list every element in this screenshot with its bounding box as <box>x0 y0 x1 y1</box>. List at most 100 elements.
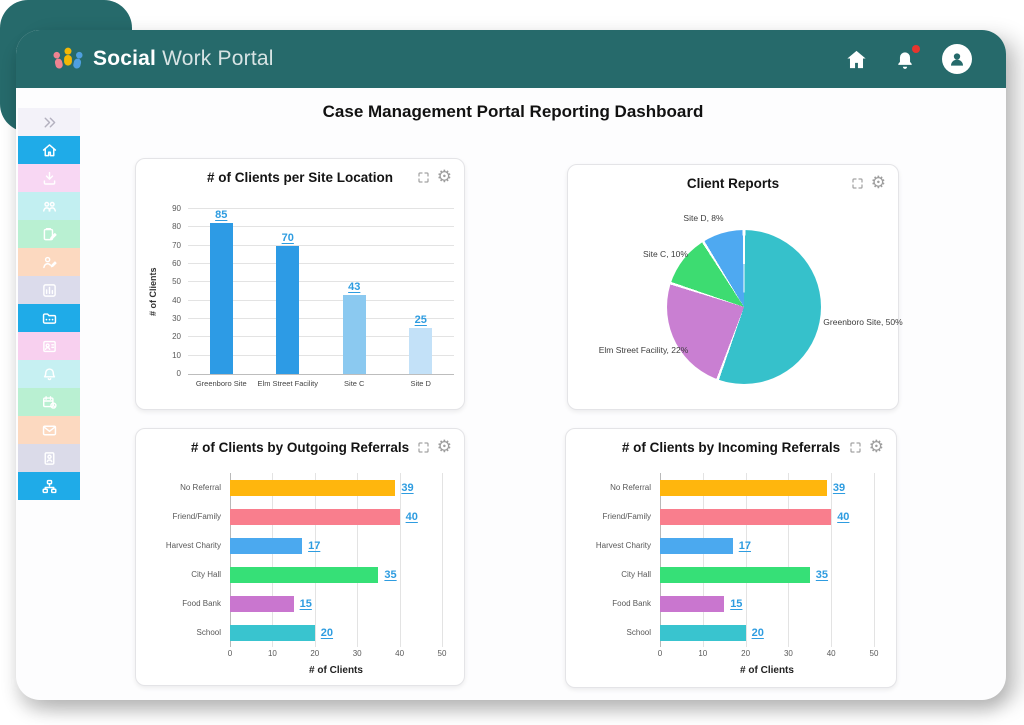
bar-school <box>230 624 315 641</box>
bar-food-bank <box>660 595 725 612</box>
x-label-site-d: Site D <box>410 379 431 388</box>
bar-city-hall <box>230 566 379 583</box>
users-icon <box>42 201 56 212</box>
window-body: Case Management Portal Reporting Dashboa… <box>16 88 1006 688</box>
sidebar-item-downloads[interactable] <box>18 164 80 192</box>
sidebar-item-notifications[interactable] <box>18 360 80 388</box>
value-label[interactable]: 25 <box>414 314 427 327</box>
bar-chart-icon <box>42 283 56 297</box>
sidebar-item-appointments[interactable] <box>18 388 80 416</box>
sidebar-item-contacts[interactable] <box>18 332 80 360</box>
app-window: Social Work Portal Case Management Porta… <box>16 30 1006 700</box>
sidebar-item-case-files[interactable] <box>18 304 80 332</box>
card-client-reports: Client Reports ⚙ Greenboro Site, 50% Elm … <box>567 164 903 410</box>
pie-chart <box>667 230 821 384</box>
expand-icon[interactable] <box>848 440 863 455</box>
bar-column-site-c: 43 <box>321 209 388 374</box>
gear-icon[interactable]: ⚙ <box>436 167 452 187</box>
bell-icon[interactable] <box>894 44 920 71</box>
clipboard-edit-icon <box>43 227 57 240</box>
value-label[interactable]: 39 <box>832 481 846 494</box>
dashboard-content: Case Management Portal Reporting Dashboa… <box>80 88 1006 688</box>
sidebar-item-home[interactable] <box>18 136 80 164</box>
avatar <box>942 44 972 74</box>
value-label[interactable]: 43 <box>348 281 361 294</box>
contact-card-icon <box>42 340 56 352</box>
plot-area: 85 70 43 25 <box>188 208 454 375</box>
value-label[interactable]: 85 <box>215 209 228 221</box>
category-label: City Hall <box>621 570 651 579</box>
bar-no-referral <box>230 479 396 496</box>
value-label[interactable]: 15 <box>730 597 743 610</box>
bar-row-school: School 20 <box>152 618 448 647</box>
card-header: Client Reports ⚙ <box>578 175 888 199</box>
sidebar-item-messages[interactable] <box>18 416 80 444</box>
expand-icon[interactable] <box>416 440 431 455</box>
bar-harvest-charity <box>660 537 733 554</box>
gridlines <box>660 473 875 647</box>
chart-title: # of Clients by Outgoing Referrals <box>190 440 410 455</box>
value-label[interactable]: 70 <box>281 231 294 244</box>
mail-icon <box>42 425 56 435</box>
home-icon[interactable] <box>845 48 868 71</box>
card-header: # of Clients per Site Location ⚙ <box>146 169 454 193</box>
gear-icon[interactable]: ⚙ <box>870 173 886 193</box>
app-header: Social Work Portal <box>16 30 1006 88</box>
x-axis-label: # of Clients <box>309 665 363 676</box>
user-icon[interactable] <box>942 44 972 74</box>
notification-dot <box>912 44 920 53</box>
value-label[interactable]: 15 <box>299 597 312 610</box>
sidebar-item-organization[interactable] <box>18 472 80 500</box>
chart-title: # of Clients by Incoming Referrals <box>621 440 841 455</box>
value-label[interactable]: 20 <box>320 626 334 639</box>
value-label[interactable]: 35 <box>384 568 397 581</box>
bar-city-hall <box>660 566 810 583</box>
category-label: Food Bank <box>612 599 651 608</box>
expand-icon[interactable] <box>416 170 431 185</box>
bar-row-no-referral: No Referral 39 <box>152 473 448 502</box>
category-label: School <box>626 628 651 637</box>
gear-icon[interactable]: ⚙ <box>436 437 452 457</box>
people-logo-icon <box>53 47 83 69</box>
gear-icon[interactable]: ⚙ <box>868 437 884 457</box>
bar-greenboro-site <box>209 223 233 374</box>
bar-friend-family <box>230 508 400 525</box>
expand-icon[interactable] <box>850 176 865 191</box>
bar-row-food-bank: Food Bank 15 <box>582 589 880 618</box>
value-label[interactable]: 17 <box>308 539 321 552</box>
sidebar-item-expand-sidebar[interactable] <box>18 108 80 136</box>
x-axis-label: # of Clients <box>740 665 794 676</box>
bar-row-friend-family: Friend/Family 40 <box>152 502 448 531</box>
value-label[interactable]: 35 <box>815 568 829 581</box>
bar-row-food-bank: Food Bank 15 <box>152 589 448 618</box>
x-label-site-c: Site C <box>344 379 365 388</box>
card-outgoing-referrals: # of Clients by Outgoing Referrals ⚙ No … <box>135 428 465 686</box>
category-label: Friend/Family <box>172 512 221 521</box>
value-label[interactable]: 20 <box>751 626 764 639</box>
category-label: Harvest Charity <box>165 541 221 550</box>
value-label[interactable]: 40 <box>837 510 850 523</box>
bar-row-harvest-charity: Harvest Charity 17 <box>152 531 448 560</box>
category-label: No Referral <box>610 483 651 492</box>
bar-row-school: School 20 <box>582 618 880 647</box>
category-label: Friend/Family <box>602 512 651 521</box>
calendar-clock-icon <box>42 395 57 409</box>
brand-name-bold: Social <box>93 47 157 70</box>
bar-row-city-hall: City Hall 35 <box>152 560 448 589</box>
sidebar-item-staff-badge[interactable] <box>18 444 80 472</box>
value-label[interactable]: 40 <box>405 510 418 523</box>
x-label-greenboro-site: Greenboro Site <box>195 379 247 388</box>
bar-harvest-charity <box>230 537 303 554</box>
value-label[interactable]: 39 <box>401 481 414 494</box>
pie-label-site-c: Site C, 10% <box>643 249 688 259</box>
sidebar-item-client-edit[interactable] <box>18 248 80 276</box>
bar-elm-street-facility <box>276 245 300 374</box>
sitemap-icon <box>41 479 57 493</box>
brand-logo[interactable]: Social Work Portal <box>50 46 274 72</box>
sidebar-item-clients-group[interactable] <box>18 192 80 220</box>
card-header: # of Clients by Incoming Referrals ⚙ <box>576 439 886 463</box>
value-label[interactable]: 17 <box>738 539 751 552</box>
sidebar-item-reports-chart[interactable] <box>18 276 80 304</box>
bar-school <box>660 624 746 641</box>
sidebar-item-case-notes[interactable] <box>18 220 80 248</box>
